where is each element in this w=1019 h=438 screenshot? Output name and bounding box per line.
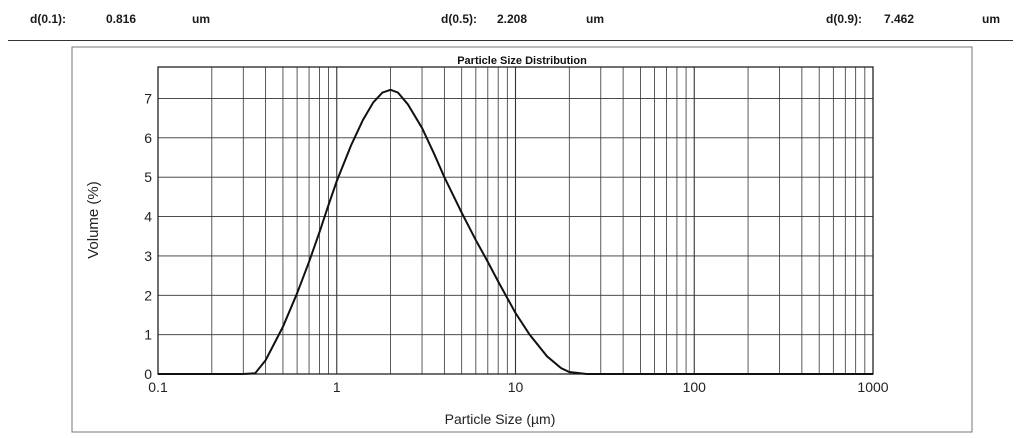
stat-label: d(0.9): — [826, 12, 862, 26]
stat-label: d(0.1): — [30, 12, 66, 26]
stat-unit: um — [586, 12, 604, 26]
header-divider — [8, 40, 1013, 41]
y-tick-label: 3 — [144, 248, 152, 264]
x-axis-label: Particle Size (µm) — [445, 411, 556, 427]
grid — [158, 67, 873, 374]
x-tick-label: 10 — [508, 379, 524, 395]
stat-label: d(0.5): — [441, 12, 477, 26]
stat-unit: um — [982, 12, 1000, 26]
stat-unit: um — [192, 12, 210, 26]
stat-value: 2.208 — [497, 12, 528, 26]
y-tick-label: 1 — [144, 327, 152, 343]
stat-value: 0.816 — [106, 12, 137, 26]
y-tick-label: 5 — [144, 169, 152, 185]
y-tick-label: 7 — [144, 90, 152, 106]
chart-frame — [71, 46, 973, 433]
y-axis-label: Volume (%) — [85, 181, 102, 259]
x-tick-label: 100 — [683, 379, 707, 395]
x-ticks: 0.1 1 10 100 1000 — [148, 379, 889, 395]
plot-area — [157, 66, 874, 375]
x-tick-label: 0.1 — [148, 379, 168, 395]
chart-title: Particle Size Distribution — [457, 55, 587, 67]
x-tick-label: 1000 — [857, 379, 888, 395]
y-tick-label: 2 — [144, 287, 152, 303]
y-ticks: 0 1 2 3 4 5 6 7 — [144, 90, 152, 382]
stats-row: d(0.1): 0.816 um d(0.5): 2.208 um d(0.9)… — [0, 0, 1019, 38]
distribution-curve — [158, 88, 873, 375]
stat-value: 7.462 — [884, 12, 915, 26]
y-tick-label: 0 — [144, 366, 152, 382]
x-tick-label: 1 — [333, 379, 341, 395]
y-tick-label: 6 — [144, 130, 152, 146]
y-tick-label: 4 — [144, 209, 152, 225]
